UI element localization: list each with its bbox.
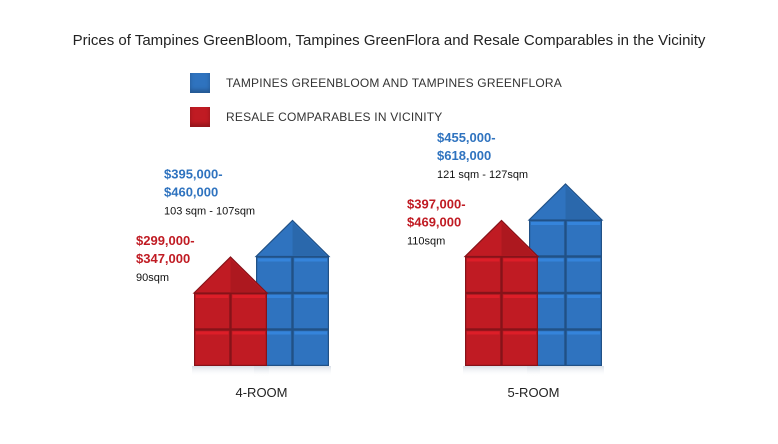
resale-4-room-area-label: 90sqm: [136, 272, 169, 284]
resale-5-room-price-high-label: $469,000: [407, 215, 461, 230]
legend-swatch-red: [190, 107, 210, 127]
new-5-room-roof-shade: [565, 186, 599, 219]
new-5-room-block-highlight-r3-c0: [531, 331, 564, 335]
new-5-room-block-highlight-r1-c1: [567, 258, 600, 262]
new-5-room-area-label: 121 sqm - 127sqm: [437, 169, 528, 181]
resale-4-room-building: [192, 256, 269, 376]
new-4-room-price-high-label: $460,000: [164, 185, 218, 200]
resale-5-room-block-r0-c1: [501, 256, 539, 294]
resale-5-room-block-highlight-r1-c1: [503, 295, 536, 298]
legend-label-resale: RESALE COMPARABLES IN VICINITY: [226, 110, 443, 124]
resale-5-room-block-highlight-r1-c0: [467, 295, 500, 298]
legend-label-greenbloom: TAMPINES GREENBLOOM AND TAMPINES GREENFL…: [226, 76, 562, 90]
new-4-room-block-highlight-r0-c1: [294, 258, 327, 262]
new-5-room-block-highlight-r0-c0: [531, 222, 564, 225]
resale-5-room-block-r0-c0: [465, 256, 502, 294]
resale-5-room-block-highlight-r2-c1: [503, 331, 536, 335]
new-4-room-area-label: 103 sqm - 107sqm: [164, 206, 255, 218]
resale-5-room-roof-shade: [501, 222, 535, 256]
legend-swatch-blue: [190, 73, 210, 93]
resale-5-room-building: [463, 219, 540, 376]
new-5-room-block-r2-c1: [565, 293, 602, 330]
resale-5-room-price-low-label: $397,000-: [407, 197, 466, 212]
resale-5-room-block-r2-c0: [465, 329, 502, 367]
resale-4-room-price-high-label: $347,000: [136, 251, 190, 266]
new-4-room-block-highlight-r0-c0: [258, 258, 291, 262]
resale-4-room-floor-shadow: [192, 366, 269, 376]
new-4-room-block-r0-c0: [256, 256, 293, 294]
new-4-room-block-highlight-r2-c1: [294, 331, 327, 335]
resale-5-room-block-r2-c1: [501, 329, 539, 367]
resale-5-room-floor-shadow: [463, 366, 540, 376]
new-5-room-block-highlight-r0-c1: [567, 222, 600, 225]
resale-5-room-block-r1-c1: [501, 293, 539, 330]
new-5-room-block-highlight-r1-c0: [531, 258, 564, 262]
new-5-room-block-r1-c1: [565, 256, 602, 294]
resale-5-room-block-r1-c0: [465, 293, 502, 330]
new-4-room-building: [254, 219, 331, 376]
new-5-room-price-high-label: $618,000: [437, 148, 491, 163]
resale-4-room-block-highlight-r1-c1: [232, 331, 265, 335]
legend-item-resale: RESALE COMPARABLES IN VICINITY: [190, 106, 443, 128]
resale-4-room-block-r0-c0: [194, 293, 231, 330]
category-label-5-room: 5-ROOM: [508, 385, 560, 400]
new-4-room-block-r1-c1: [292, 293, 330, 330]
resale-4-room-roof-shade: [230, 259, 264, 292]
resale-4-room-block-r0-c1: [230, 293, 268, 330]
new-4-room-price-low-label: $395,000-: [164, 167, 223, 182]
resale-4-room-block-highlight-r0-c1: [232, 295, 265, 298]
new-5-room-block-highlight-r2-c1: [567, 295, 600, 298]
resale-4-room-block-r1-c1: [230, 329, 268, 367]
new-5-room-block-r3-c1: [565, 329, 602, 367]
new-4-room-block-r2-c1: [292, 329, 330, 367]
resale-4-room-block-r1-c0: [194, 329, 231, 367]
resale-5-room-block-highlight-r0-c0: [467, 258, 500, 262]
new-4-room-block-highlight-r1-c0: [258, 295, 291, 298]
resale-5-room-block-highlight-r0-c1: [503, 258, 536, 262]
new-5-room-block-r0-c0: [528, 220, 566, 257]
resale-4-room-block-highlight-r0-c0: [196, 295, 229, 298]
new-4-room-roof-shade: [292, 222, 326, 256]
new-5-room-block-r0-c1: [565, 220, 602, 257]
resale-4-room-price-low-label: $299,000-: [136, 233, 195, 248]
new-5-room-block-highlight-r3-c1: [567, 331, 600, 335]
chart-title: Prices of Tampines GreenBloom, Tampines …: [72, 32, 706, 49]
new-4-room-block-highlight-r1-c1: [294, 295, 327, 298]
legend-item-greenbloom: TAMPINES GREENBLOOM AND TAMPINES GREENFL…: [190, 72, 562, 94]
category-label-4-room: 4-ROOM: [236, 385, 288, 400]
new-5-room-price-low-label: $455,000-: [437, 130, 496, 145]
new-4-room-floor-shadow: [254, 366, 331, 376]
new-4-room-block-highlight-r2-c0: [258, 331, 291, 335]
new-4-room-block-r0-c1: [292, 256, 330, 294]
new-5-room-floor-shadow: [527, 366, 604, 376]
new-5-room-block-highlight-r2-c0: [531, 295, 564, 298]
resale-4-room-block-highlight-r1-c0: [196, 331, 229, 335]
new-5-room-building: [527, 183, 604, 376]
resale-5-room-block-highlight-r2-c0: [467, 331, 500, 335]
resale-5-room-area-label: 110sqm: [407, 236, 445, 248]
